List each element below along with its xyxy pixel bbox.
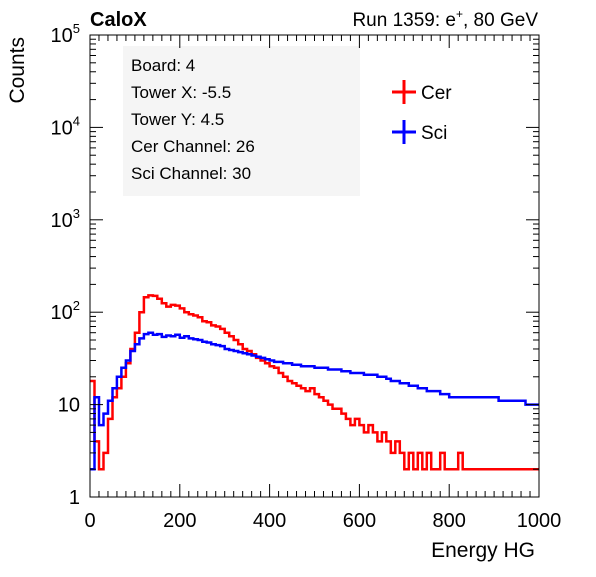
experiment-label: CaloX <box>90 9 147 31</box>
y-tick-label: 103 <box>51 206 80 232</box>
x-tick-label: 600 <box>343 510 376 532</box>
run-info-sup: + <box>456 7 463 21</box>
x-tick-label: 1000 <box>517 510 562 532</box>
series-layer <box>90 294 539 471</box>
y-tick-label: 105 <box>51 21 80 47</box>
x-tick-label: 800 <box>433 510 466 532</box>
legend-label-cer: Cer <box>421 83 452 104</box>
y-tick-exponent: 5 <box>73 21 80 36</box>
run-info-prefix: Run 1359: e <box>352 10 456 31</box>
info-line: Board: 4 <box>131 56 195 75</box>
y-tick-base: 10 <box>51 210 73 232</box>
y-tick-exponent: 2 <box>73 298 80 313</box>
y-tick-base: 10 <box>51 117 73 139</box>
x-tick-label: 200 <box>163 510 196 532</box>
x-tick-label: 400 <box>253 510 286 532</box>
series-line-cer <box>90 294 539 471</box>
info-line: Tower X: -5.5 <box>131 83 231 102</box>
y-tick-base: 1 <box>69 487 80 509</box>
y-tick-label: 10 <box>58 395 80 417</box>
info-line: Sci Channel: 30 <box>131 164 251 183</box>
x-tick-label: 0 <box>84 510 95 532</box>
info-box <box>123 46 360 196</box>
y-tick-exponent: 4 <box>73 113 80 128</box>
series-line-sci <box>90 331 539 471</box>
info-line: Tower Y: 4.5 <box>131 110 224 129</box>
x-axis-label: Energy HG <box>431 539 535 562</box>
info-line: Cer Channel: 26 <box>131 137 255 156</box>
x-axis-ticks: 0 200 400 600 800 1000 <box>84 35 561 532</box>
y-tick-exponent: 3 <box>73 206 80 221</box>
run-info-suffix: , 80 GeV <box>463 10 538 31</box>
y-tick-base: 10 <box>51 302 73 324</box>
run-info: Run 1359: e+, 80 GeV <box>352 7 538 31</box>
y-tick-label: 1 <box>69 487 80 509</box>
y-tick-label: 104 <box>51 113 80 139</box>
info-lines: Board: 4 Tower X: -5.5 Tower Y: 4.5 Cer Cha… <box>131 56 255 183</box>
y-axis-label: Counts <box>6 37 29 104</box>
y-tick-base: 10 <box>51 25 73 47</box>
y-tick-label: 102 <box>51 298 80 324</box>
legend: Cer Sci <box>392 80 452 144</box>
legend-label-sci: Sci <box>421 123 447 144</box>
y-tick-base: 10 <box>58 395 80 417</box>
